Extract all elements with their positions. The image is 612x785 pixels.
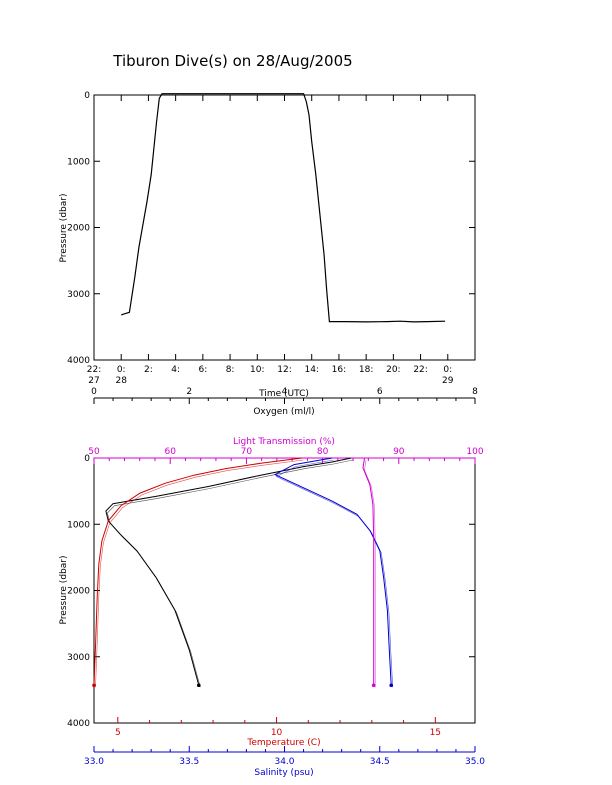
light-tick-label: 50 [88, 447, 100, 457]
x-tick-label: 8: [226, 365, 235, 375]
temperature-profile-line [93, 457, 303, 686]
salinity-tick-label: 33.0 [84, 757, 104, 767]
pressure-time-series-line [121, 93, 446, 323]
salinity-tick-label: 35.0 [465, 757, 485, 767]
x-tick-label: 12: [277, 365, 291, 375]
x-tick-label-date: 28 [115, 376, 127, 386]
x-tick-label: 10: [250, 365, 264, 375]
x-tick-label-date: 27 [88, 376, 99, 386]
light-transmission-profile-line [362, 457, 375, 686]
y-tick-label: 4000 [67, 356, 90, 366]
y-tick-label: 0 [84, 91, 90, 101]
salinity-tick-label: 34.0 [274, 757, 294, 767]
salinity-bottom-point [389, 683, 393, 688]
oxygen-tick-label: 0 [91, 387, 97, 397]
x-tick-label: 22: [413, 365, 427, 375]
x-tick-label: 0: [443, 365, 452, 375]
x-tick-label: 16: [332, 365, 346, 375]
top-plot-frame [93, 94, 476, 361]
oxygen-profile-upcast [107, 459, 353, 688]
bottom-plot-frame [93, 457, 476, 724]
temperature-axis: 5 10 15 [115, 717, 441, 738]
light-tick-label: 90 [393, 447, 405, 457]
light-tick-label: 100 [466, 447, 483, 457]
y-tick-label: 4000 [67, 719, 90, 729]
light-tick-label: 60 [164, 447, 176, 457]
profile-lines [92, 457, 393, 688]
oxygen-tick-label: 6 [377, 387, 383, 397]
light-transmission-profile-upcast [364, 459, 376, 688]
light-transmission-bottom-point [371, 683, 376, 688]
x-tick-label: 2: [144, 365, 153, 375]
y-tick-label: 3000 [67, 290, 90, 300]
salinity-axis-label: Salinity (psu) [254, 768, 313, 778]
x-tick-label: 22: [87, 365, 101, 375]
x-tick-label: 14: [304, 365, 318, 375]
x-tick-label-date: 29 [442, 376, 454, 386]
bottom-y-axis-label: Pressure (dbar) [59, 556, 69, 625]
temperature-tick-label: 15 [430, 728, 441, 738]
salinity-tick-label: 34.5 [370, 757, 390, 767]
oxygen-axis-label: Oxygen (ml/l) [253, 407, 314, 417]
oxygen-tick-label: 4 [282, 387, 288, 397]
x-tick-label: 18: [359, 365, 373, 375]
page-title: Tiburon Dive(s) on 28/Aug/2005 [112, 52, 352, 70]
y-tick-label: 1000 [67, 157, 90, 167]
temperature-tick-label: 10 [271, 728, 283, 738]
oxygen-axis: 0 2 4 6 8 [91, 387, 478, 404]
temperature-tick-label: 5 [115, 728, 121, 738]
oxygen-bottom-point [196, 683, 201, 688]
light-transmission-axis: 50 60 70 80 90 100 [88, 447, 484, 464]
light-tick-label: 70 [241, 447, 253, 457]
light-axis-label: Light Transmission (%) [233, 437, 335, 447]
oxygen-tick-label: 8 [472, 387, 478, 397]
oxygen-tick-label: 2 [186, 387, 192, 397]
top-y-axis: 0 1000 2000 3000 4000 [67, 91, 475, 366]
y-tick-label: 0 [84, 454, 90, 464]
x-tick-label: 0: [117, 365, 126, 375]
top-x-axis: 22:270:282: 4: 6: 8: 10: 12: 14: 16: 18: 20: 22: 0:… [87, 95, 454, 386]
y-tick-label: 3000 [67, 653, 90, 663]
salinity-profile-upcast [275, 459, 393, 688]
salinity-axis: 33.0 33.5 34.0 34.5 35.0 [84, 746, 485, 767]
x-tick-label: 4: [171, 365, 180, 375]
x-tick-label: 20: [386, 365, 400, 375]
y-tick-label: 1000 [67, 520, 90, 530]
temperature-profile-upcast [95, 459, 304, 688]
bottom-y-axis: 0 1000 2000 3000 4000 [67, 454, 475, 729]
top-x-axis-label: Time (UTC) [258, 389, 309, 399]
temperature-bottom-point [92, 683, 96, 688]
profile-chart: 0 1000 2000 3000 4000 0 2 4 6 8 50 60 70 80 90 100 5 1… [59, 387, 485, 778]
temperature-axis-label: Temperature (C) [246, 738, 320, 748]
salinity-tick-label: 33.5 [179, 757, 199, 767]
light-tick-label: 80 [317, 447, 329, 457]
y-tick-label: 2000 [67, 224, 90, 234]
top-y-axis-label: Pressure (dbar) [59, 194, 69, 263]
y-tick-label: 2000 [67, 587, 90, 597]
x-tick-label: 6: [198, 365, 207, 375]
